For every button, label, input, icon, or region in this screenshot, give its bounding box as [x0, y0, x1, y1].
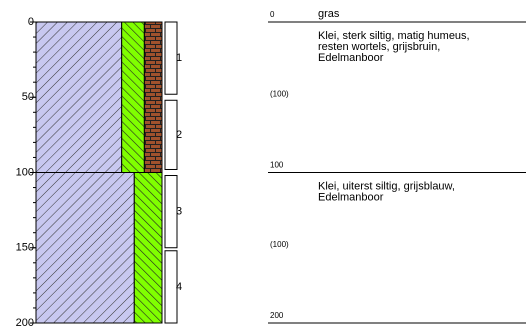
sample-label: 4 [176, 281, 182, 293]
y-tick-label: 200 [16, 317, 34, 329]
sample-label: 2 [176, 129, 182, 141]
y-tick-label: 100 [16, 166, 34, 178]
layer-description: Edelmanboor [318, 52, 384, 64]
y-tick-label: 0 [28, 16, 34, 28]
layer-note: (100) [270, 240, 289, 249]
y-tick-label: 150 [16, 242, 34, 254]
boring-log: 100Klei, sterk siltig, matig humeus,rest… [0, 0, 526, 333]
y-tick-label: 50 [22, 91, 34, 103]
depth-label: 0 [270, 10, 275, 19]
depth-label: 200 [270, 311, 284, 320]
sample-label: 3 [176, 206, 182, 218]
depth-label: 100 [270, 161, 284, 170]
soil-column [144, 22, 162, 173]
layer-description: Edelmanboor [318, 191, 384, 203]
layer-note: (100) [270, 89, 289, 98]
soil-column [122, 22, 145, 173]
soil-column [134, 173, 162, 324]
sample-label: 1 [176, 52, 182, 64]
surface-label: gras [318, 8, 340, 20]
soil-column [36, 22, 122, 173]
soil-column [36, 173, 134, 324]
